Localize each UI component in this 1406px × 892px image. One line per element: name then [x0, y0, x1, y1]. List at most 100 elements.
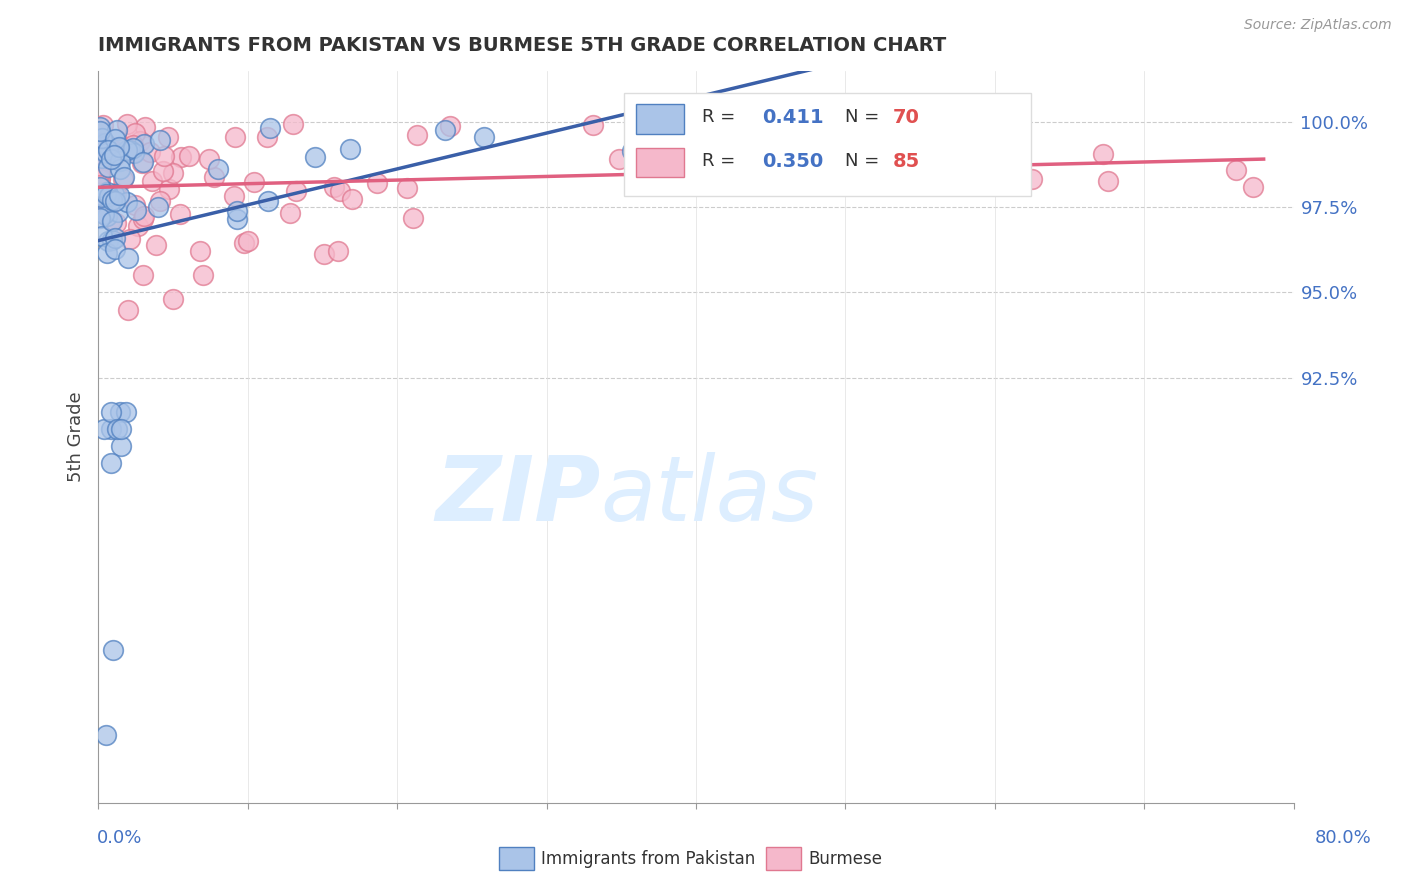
Point: [89, 178, 111, 192]
Point: [1241, 180, 1264, 194]
Point: [339, 142, 361, 156]
Point: [98, 140, 121, 154]
Point: [105, 421, 128, 435]
Point: [112, 172, 135, 186]
Point: [103, 148, 125, 162]
Point: [89, 180, 111, 194]
Point: [94, 146, 117, 161]
Point: [1097, 174, 1119, 188]
Point: [281, 117, 304, 131]
Point: [198, 152, 221, 166]
Point: [328, 244, 350, 259]
Point: [96, 186, 118, 200]
Point: [149, 133, 172, 147]
Point: [101, 233, 124, 247]
Point: [125, 202, 148, 217]
Point: [145, 238, 167, 252]
Point: [100, 153, 122, 167]
Point: [122, 145, 145, 160]
Point: [91, 192, 114, 206]
Point: [108, 188, 131, 202]
Point: [329, 184, 352, 198]
Point: [668, 145, 690, 159]
Point: [100, 214, 122, 228]
Text: 0.0%: 0.0%: [97, 829, 142, 847]
Point: [90, 190, 112, 204]
Point: [152, 149, 174, 163]
Point: [134, 120, 156, 134]
Point: [124, 126, 146, 140]
Point: [127, 219, 149, 233]
Point: [93, 421, 115, 435]
Point: [156, 130, 179, 145]
Text: atlas: atlas: [600, 451, 818, 540]
Point: [104, 242, 127, 256]
Point: [110, 421, 132, 435]
Point: [100, 456, 122, 470]
Point: [94, 136, 117, 150]
Text: 80.0%: 80.0%: [1315, 829, 1371, 847]
Point: [89, 211, 111, 225]
Point: [97, 143, 120, 157]
Point: [177, 149, 200, 163]
Point: [226, 211, 249, 226]
Point: [323, 179, 346, 194]
Point: [91, 151, 114, 165]
Text: Source: ZipAtlas.com: Source: ZipAtlas.com: [1244, 18, 1392, 32]
Point: [207, 162, 229, 177]
Point: [89, 188, 111, 202]
Text: ZIP: ZIP: [434, 451, 600, 540]
Point: [162, 166, 184, 180]
Point: [91, 153, 114, 167]
Point: [104, 231, 127, 245]
Point: [93, 207, 115, 221]
Point: [94, 208, 117, 222]
Point: [188, 244, 211, 258]
Point: [105, 216, 128, 230]
Point: [402, 211, 425, 226]
Y-axis label: 5th Grade: 5th Grade: [66, 392, 84, 483]
Point: [226, 204, 249, 219]
Point: [152, 163, 174, 178]
Point: [340, 193, 363, 207]
Point: [434, 123, 457, 137]
Text: R =: R =: [702, 153, 741, 170]
Point: [157, 181, 180, 195]
Text: N =: N =: [845, 109, 886, 127]
Point: [621, 144, 644, 158]
Point: [1091, 147, 1114, 161]
Point: [107, 139, 129, 153]
Point: [366, 176, 388, 190]
Text: Burmese: Burmese: [808, 850, 883, 868]
Point: [110, 439, 132, 453]
Point: [89, 188, 111, 202]
Point: [124, 198, 146, 212]
Point: [132, 209, 155, 223]
Point: [104, 132, 127, 146]
Point: [132, 268, 155, 283]
Point: [256, 129, 278, 144]
Point: [607, 152, 630, 166]
Point: [243, 175, 266, 189]
Point: [89, 166, 111, 180]
Point: [94, 202, 117, 217]
Point: [149, 194, 172, 209]
Point: [90, 130, 112, 145]
Point: [132, 136, 155, 151]
Point: [222, 189, 245, 203]
Point: [112, 169, 135, 184]
Point: [91, 229, 114, 244]
Point: [98, 188, 121, 202]
Point: [107, 204, 129, 219]
Text: 0.350: 0.350: [762, 152, 823, 171]
Point: [97, 234, 120, 248]
Point: [1021, 172, 1043, 186]
Point: [132, 155, 155, 169]
Point: [148, 201, 170, 215]
Text: R =: R =: [702, 109, 741, 127]
Point: [395, 180, 418, 194]
Point: [91, 118, 114, 132]
Point: [980, 130, 1002, 145]
Point: [257, 194, 280, 208]
Point: [97, 139, 120, 153]
